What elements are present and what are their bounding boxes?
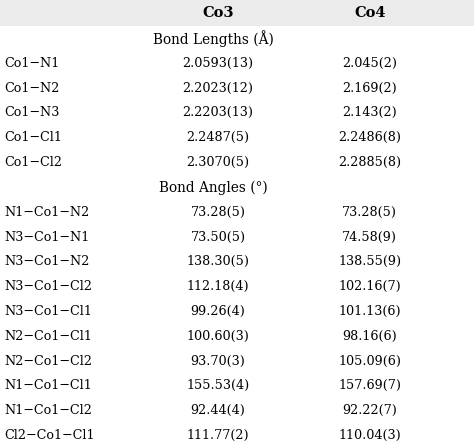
Text: 105.09(6): 105.09(6) <box>338 355 401 368</box>
Text: 110.04(3): 110.04(3) <box>338 429 401 442</box>
Text: N3−Co1−N1: N3−Co1−N1 <box>5 231 90 244</box>
Text: 138.55(9): 138.55(9) <box>338 255 401 268</box>
Bar <box>0 0 474 26</box>
Text: 2.2486(8): 2.2486(8) <box>338 131 401 144</box>
Text: 100.60(3): 100.60(3) <box>187 330 249 343</box>
Text: 138.30(5): 138.30(5) <box>187 255 249 268</box>
Text: Co1−Cl2: Co1−Cl2 <box>5 156 63 169</box>
Text: Co4: Co4 <box>354 6 385 20</box>
Text: Co1−N2: Co1−N2 <box>5 82 60 95</box>
Text: 112.18(4): 112.18(4) <box>187 280 249 293</box>
Text: N1−Co1−Cl1: N1−Co1−Cl1 <box>5 379 92 392</box>
Text: N1−Co1−N2: N1−Co1−N2 <box>5 206 90 219</box>
Text: 155.53(4): 155.53(4) <box>186 379 250 392</box>
Text: 73.28(5): 73.28(5) <box>191 206 246 219</box>
Text: 92.22(7): 92.22(7) <box>342 404 397 417</box>
Text: N3−Co1−N2: N3−Co1−N2 <box>5 255 90 268</box>
Text: Co3: Co3 <box>202 6 234 20</box>
Text: 2.045(2): 2.045(2) <box>342 57 397 70</box>
Text: Co1−Cl1: Co1−Cl1 <box>5 131 63 144</box>
Text: 93.70(3): 93.70(3) <box>191 355 246 368</box>
Text: N1−Co1−Cl2: N1−Co1−Cl2 <box>5 404 92 417</box>
Text: 2.3070(5): 2.3070(5) <box>186 156 250 169</box>
Text: Bond Lengths (Å): Bond Lengths (Å) <box>153 30 274 47</box>
Text: 157.69(7): 157.69(7) <box>338 379 401 392</box>
Text: Co1−N3: Co1−N3 <box>5 106 60 119</box>
Text: 92.44(4): 92.44(4) <box>191 404 246 417</box>
Text: N2−Co1−Cl1: N2−Co1−Cl1 <box>5 330 92 343</box>
Text: N3−Co1−Cl2: N3−Co1−Cl2 <box>5 280 93 293</box>
Text: 101.13(6): 101.13(6) <box>338 305 401 318</box>
Text: 73.28(5): 73.28(5) <box>342 206 397 219</box>
Text: N3−Co1−Cl1: N3−Co1−Cl1 <box>5 305 92 318</box>
Text: Bond Angles (°): Bond Angles (°) <box>159 180 268 194</box>
Text: 2.2203(13): 2.2203(13) <box>182 106 254 119</box>
Text: 2.143(2): 2.143(2) <box>342 106 397 119</box>
Text: 2.169(2): 2.169(2) <box>342 82 397 95</box>
Text: 99.26(4): 99.26(4) <box>191 305 246 318</box>
Text: Co1−N1: Co1−N1 <box>5 57 60 70</box>
Text: 74.58(9): 74.58(9) <box>342 231 397 244</box>
Text: 73.50(5): 73.50(5) <box>191 231 246 244</box>
Text: 2.2487(5): 2.2487(5) <box>186 131 250 144</box>
Text: Cl2−Co1−Cl1: Cl2−Co1−Cl1 <box>5 429 95 442</box>
Text: 2.2023(12): 2.2023(12) <box>182 82 254 95</box>
Text: N2−Co1−Cl2: N2−Co1−Cl2 <box>5 355 93 368</box>
Text: 2.2885(8): 2.2885(8) <box>338 156 401 169</box>
Text: 2.0593(13): 2.0593(13) <box>182 57 254 70</box>
Text: 98.16(6): 98.16(6) <box>342 330 397 343</box>
Text: 102.16(7): 102.16(7) <box>338 280 401 293</box>
Text: 111.77(2): 111.77(2) <box>187 429 249 442</box>
